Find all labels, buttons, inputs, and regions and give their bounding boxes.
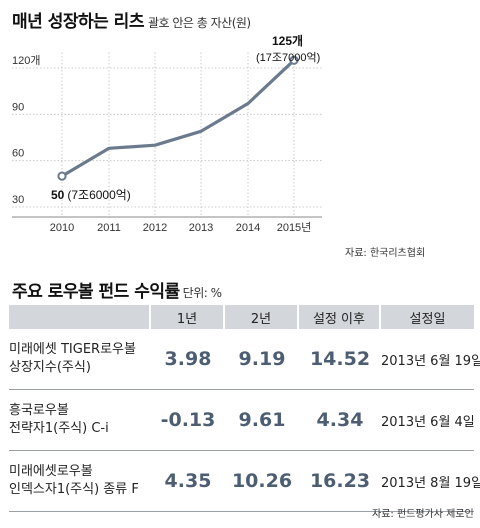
return-2y: 9.19 xyxy=(225,329,299,390)
chart-source: 자료: 한국리츠협회 xyxy=(345,248,426,259)
fund-name-line: 미래에셋 TIGER로우볼 xyxy=(9,342,136,357)
x-tick-label: 2012 xyxy=(143,222,167,234)
fund-name-line: 미래에셋로우볼 xyxy=(9,464,93,479)
fund-name-line: 상장지수(주식) xyxy=(9,360,91,375)
header-inception-date: 설정일 xyxy=(381,305,474,329)
header-fund xyxy=(9,305,151,329)
data-point-marker xyxy=(289,55,299,65)
x-tick-label: 2010 xyxy=(50,222,74,234)
return-1y: 3.98 xyxy=(151,329,225,390)
header-2y: 2년 xyxy=(225,305,299,329)
y-tick-label: 60 xyxy=(12,148,24,160)
return-since-inception: 14.52 xyxy=(299,329,381,390)
data-label-note: (17조7000억) xyxy=(256,51,320,64)
chart-title-text: 매년 성장하는 리츠 xyxy=(12,12,144,32)
y-tick-label: 30 xyxy=(12,194,24,206)
return-1y: -0.13 xyxy=(151,390,225,451)
inception-date: 2013년 6월 19일 xyxy=(381,329,480,390)
table-title: 주요 로우볼 펀드 수익률 단위: % xyxy=(12,277,222,302)
return-since-inception: 4.34 xyxy=(299,390,381,451)
data-point-marker xyxy=(57,171,67,181)
x-tick-label: 2014 xyxy=(236,222,260,234)
line-chart: 30 60 90 120개 2010 2011 2012 2013 2014 2015년 50 (7조… xyxy=(12,34,322,234)
data-label: 50 (7조6000억) xyxy=(51,188,131,202)
table-unit: 단위: % xyxy=(182,286,222,300)
fund-name-line: 전략자1(주식) C-i xyxy=(9,421,109,436)
x-tick-label: 2011 xyxy=(97,222,121,234)
series-line xyxy=(61,59,296,178)
return-1y: 4.35 xyxy=(151,451,225,512)
return-2y: 10.26 xyxy=(225,451,299,512)
data-label: 125개 xyxy=(272,34,303,48)
table-title-text: 주요 로우볼 펀드 수익률 xyxy=(12,282,180,302)
fund-name-line: 흥국로우볼 xyxy=(9,403,69,418)
x-tick-label: 2015년 xyxy=(277,221,312,234)
x-tick-label: 2013 xyxy=(189,222,213,234)
inception-date: 2013년 8월 19일 xyxy=(381,451,480,512)
inception-date: 2013년 6월 4일 xyxy=(381,390,475,451)
table-header-row: 1년 2년 설정 이후 설정일 xyxy=(9,305,474,329)
header-since-inception: 설정 이후 xyxy=(299,305,381,329)
chart-subtitle: 괄호 안은 총 자산(원) xyxy=(147,16,251,30)
y-tick-label: 90 xyxy=(12,101,24,113)
table-source: 자료: 펀드평가사 제로인 xyxy=(372,509,474,520)
return-2y: 9.61 xyxy=(225,390,299,451)
chart-title: 매년 성장하는 리츠 괄호 안은 총 자산(원) xyxy=(12,7,251,32)
return-since-inception: 16.23 xyxy=(299,451,381,512)
fund-name-line: 인덱스자1(주식) 종류 F xyxy=(9,482,139,497)
y-tick-label: 120개 xyxy=(12,54,40,67)
header-1y: 1년 xyxy=(151,305,225,329)
